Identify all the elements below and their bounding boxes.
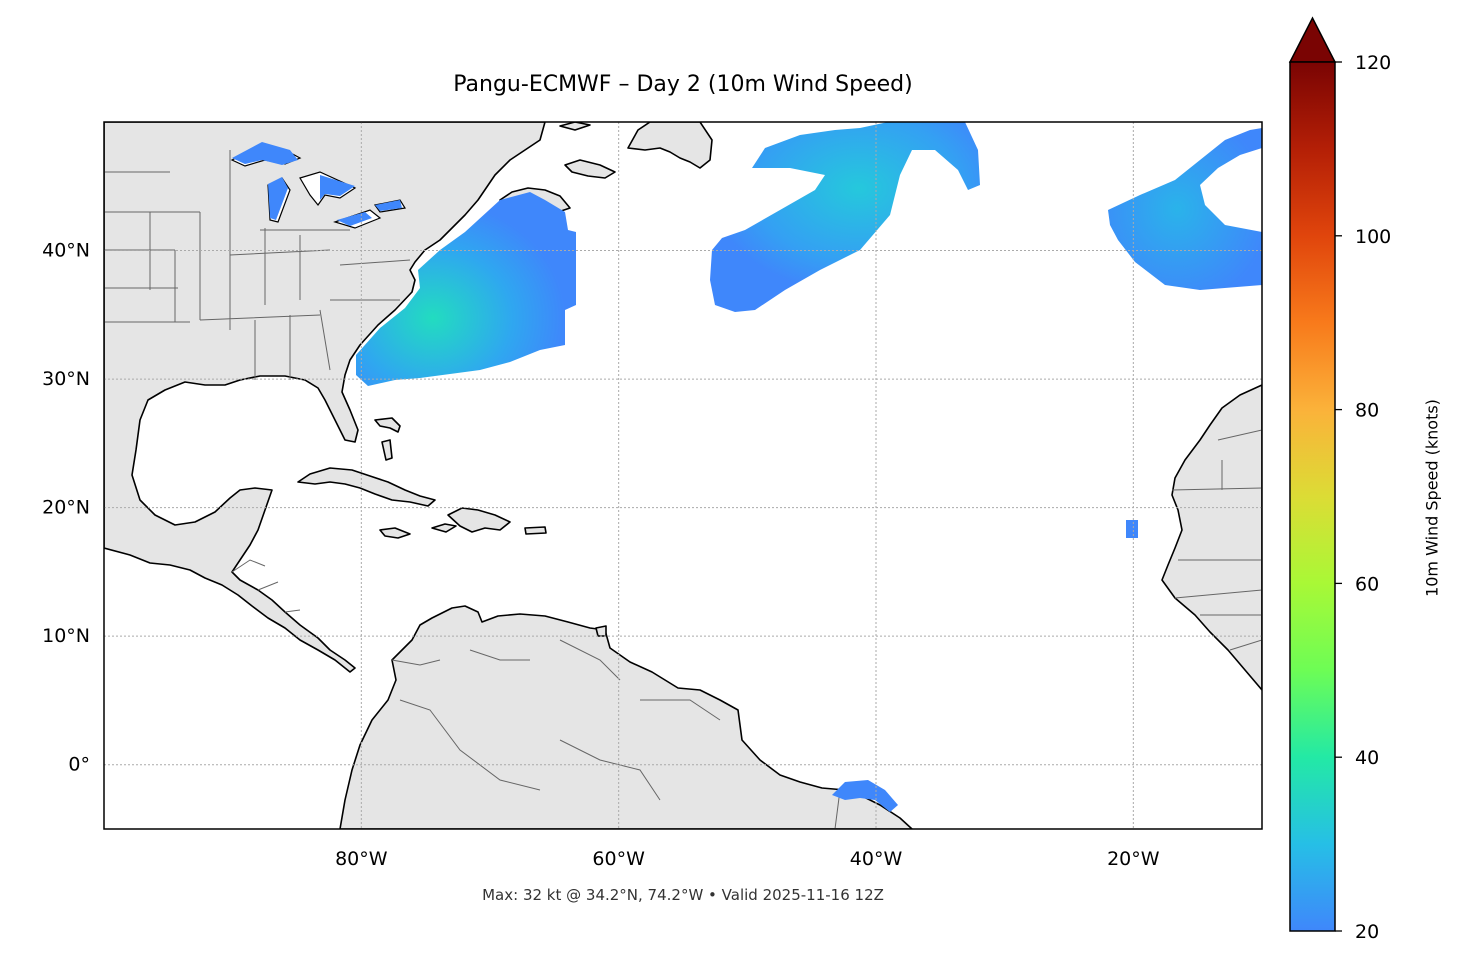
lat-tick-label: 0° [68, 754, 90, 776]
south-america-land [339, 605, 913, 829]
wind-fill-layer [232, 122, 1262, 812]
wind-region-great-lakes [232, 142, 402, 226]
map-frame [103, 121, 1263, 830]
colorbar-ticks: 20 40 60 80 100 120 [1335, 52, 1391, 943]
hispaniola-land [447, 507, 511, 533]
colorbar-tick-label: 120 [1355, 52, 1391, 74]
colorbar-extend-arrow [1288, 16, 1337, 63]
trinidad-land [595, 625, 607, 637]
lon-tick-label: 80°W [335, 848, 388, 870]
wind-region-central-north-atlantic [710, 122, 980, 312]
wind-region-cape-verde-spot [1126, 520, 1138, 538]
lat-tick-label: 30°N [42, 368, 90, 390]
lon-tick-label: 20°W [1107, 848, 1160, 870]
wind-region-eastern-north-atlantic [1108, 128, 1262, 290]
pei-land [564, 159, 616, 179]
lat-tick-label: 20°N [42, 497, 90, 519]
colorbar-tick-label: 20 [1355, 921, 1379, 943]
latitude-labels: 40°N 30°N 20°N 10°N 0° [42, 240, 90, 776]
map-title: Pangu-ECMWF – Day 2 (10m Wind Speed) [453, 72, 913, 97]
bahamas-land [374, 417, 401, 461]
anticosti-land [559, 122, 591, 131]
cuba-land [297, 467, 436, 507]
colorbar-tick-label: 40 [1355, 747, 1379, 769]
wind-region-south-atlantic-brazil [832, 780, 898, 812]
lat-tick-label: 10°N [42, 625, 90, 647]
colorbar-tick-label: 80 [1355, 400, 1379, 422]
gridlines [104, 122, 1262, 829]
newfoundland-land [627, 122, 713, 169]
admin-borders [104, 150, 1262, 829]
lesser-antilles-land [431, 523, 457, 533]
map-footer-note: Max: 32 kt @ 34.2°N, 74.2°W • Valid 2025… [482, 886, 884, 904]
colorbar: 20 40 60 80 100 120 [1288, 16, 1391, 943]
lon-tick-label: 40°W [850, 848, 903, 870]
puerto-rico-land [524, 526, 547, 535]
colorbar-label: 10m Wind Speed (knots) [1422, 399, 1442, 597]
africa-land [1161, 384, 1262, 691]
wind-region-us-east-coast [356, 192, 576, 386]
jamaica-land [379, 527, 411, 539]
colorbar-tick-label: 60 [1355, 573, 1379, 595]
land-layer [104, 122, 1262, 829]
lon-tick-label: 60°W [592, 848, 645, 870]
north-america-land [104, 122, 546, 673]
colorbar-tick-label: 100 [1355, 226, 1391, 248]
colorbar-gradient [1289, 61, 1336, 932]
lat-tick-label: 40°N [42, 240, 90, 262]
longitude-labels: 80°W 60°W 40°W 20°W [335, 848, 1160, 870]
